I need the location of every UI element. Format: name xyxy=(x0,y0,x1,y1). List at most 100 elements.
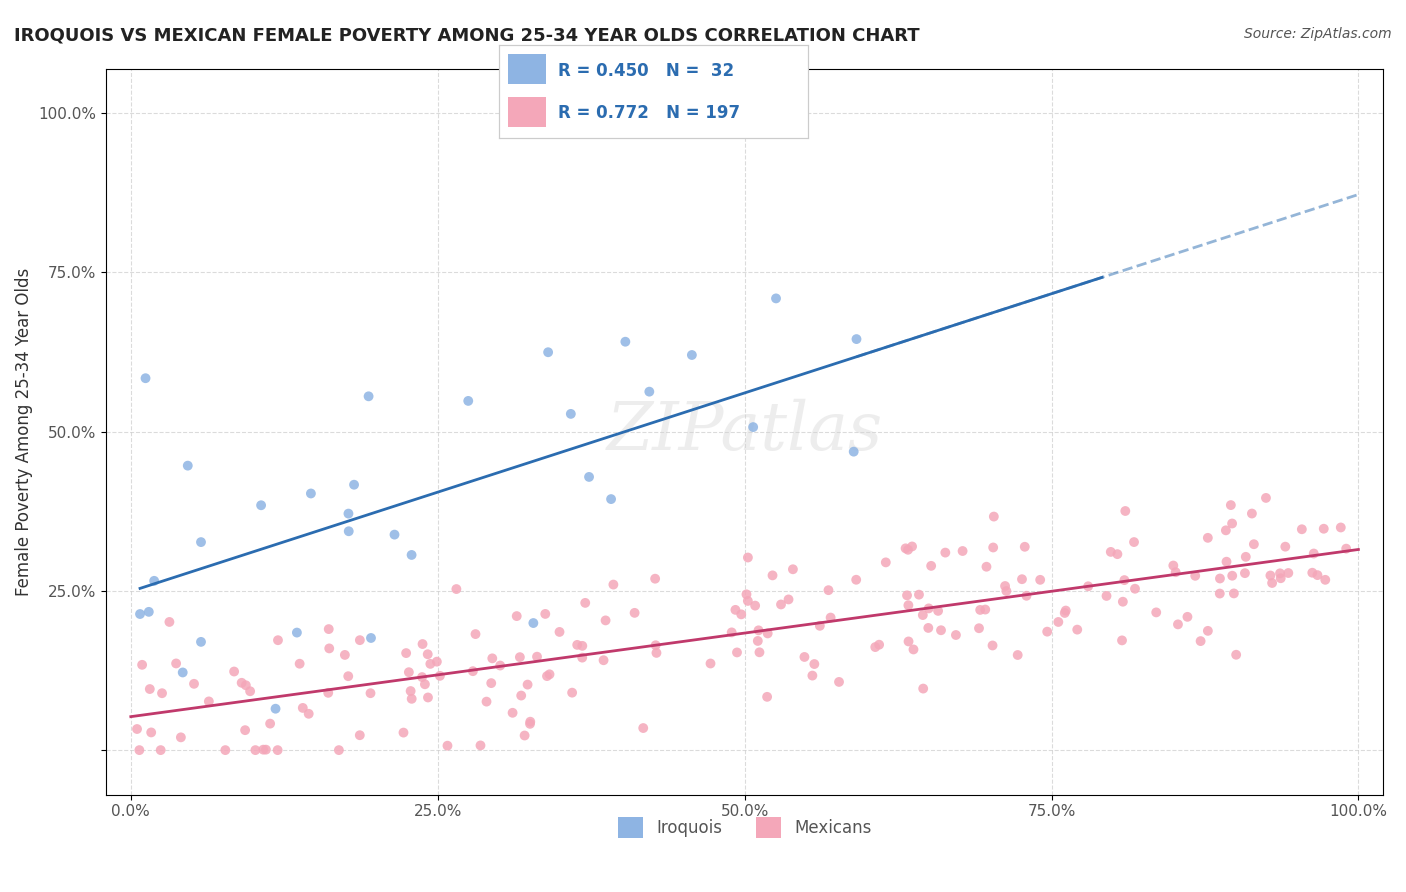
Point xyxy=(139,681,162,696)
Point xyxy=(808,619,831,633)
Point xyxy=(645,646,668,660)
Point xyxy=(177,458,200,473)
Point xyxy=(820,610,842,624)
Point xyxy=(412,637,434,651)
Point xyxy=(1029,573,1052,587)
Bar xyxy=(509,54,546,84)
Point xyxy=(801,668,824,682)
Point xyxy=(817,583,839,598)
Point xyxy=(398,665,420,680)
Point xyxy=(845,573,868,587)
Point xyxy=(737,550,759,565)
Point xyxy=(522,615,544,630)
Point xyxy=(509,650,531,665)
Point xyxy=(457,393,479,408)
Point xyxy=(1177,610,1199,624)
Point xyxy=(349,728,371,742)
Point xyxy=(399,684,422,698)
Point xyxy=(143,574,166,588)
Point xyxy=(793,650,815,665)
Point xyxy=(803,657,825,671)
Point xyxy=(638,384,661,399)
Point xyxy=(945,628,967,642)
Point xyxy=(1209,586,1232,600)
Point xyxy=(291,701,314,715)
Point xyxy=(929,624,952,638)
Point xyxy=(1123,535,1146,549)
Point xyxy=(1014,540,1036,554)
Point xyxy=(730,607,752,622)
Point xyxy=(574,596,596,610)
Point xyxy=(1112,595,1135,609)
Point xyxy=(1047,615,1070,629)
Point xyxy=(318,641,340,656)
Point xyxy=(1167,617,1189,632)
Text: Source: ZipAtlas.com: Source: ZipAtlas.com xyxy=(1244,27,1392,41)
Point xyxy=(578,470,600,484)
Point xyxy=(416,690,439,705)
Point xyxy=(135,371,157,385)
Point xyxy=(395,646,418,660)
Point xyxy=(519,716,541,731)
Point xyxy=(224,665,246,679)
Point xyxy=(1215,524,1237,538)
Point xyxy=(1144,606,1167,620)
Point xyxy=(614,334,637,349)
Point xyxy=(969,603,991,617)
Point xyxy=(172,665,194,680)
Point xyxy=(411,670,433,684)
Point xyxy=(470,739,492,753)
Point xyxy=(1261,576,1284,591)
Point xyxy=(918,601,941,615)
Point xyxy=(235,678,257,692)
Point xyxy=(1197,624,1219,638)
Bar xyxy=(509,97,546,127)
Point xyxy=(981,541,1004,555)
Point xyxy=(537,345,560,359)
Point xyxy=(1260,568,1282,582)
Point xyxy=(681,348,703,362)
Point xyxy=(1220,568,1243,582)
Point xyxy=(231,675,253,690)
Point xyxy=(1243,537,1265,551)
Point xyxy=(479,676,502,690)
Point xyxy=(761,568,783,582)
Point xyxy=(1240,507,1263,521)
Point xyxy=(868,638,890,652)
Point xyxy=(748,624,770,638)
Point xyxy=(1015,589,1038,603)
Point xyxy=(1107,547,1129,561)
Point xyxy=(1277,566,1299,580)
Point xyxy=(1184,569,1206,583)
Point xyxy=(983,509,1005,524)
Point xyxy=(699,657,721,671)
Point xyxy=(254,742,277,756)
Point xyxy=(875,555,897,569)
Point xyxy=(903,642,925,657)
Point xyxy=(1306,568,1329,582)
Point xyxy=(337,507,360,521)
Point xyxy=(896,588,918,602)
Point xyxy=(266,743,288,757)
Point xyxy=(1123,582,1146,596)
Point xyxy=(571,650,593,665)
Point xyxy=(298,706,321,721)
Point xyxy=(1301,566,1323,580)
Point xyxy=(510,689,533,703)
Point xyxy=(426,655,449,669)
Point xyxy=(1334,541,1357,556)
Point xyxy=(128,743,150,757)
Point xyxy=(343,477,366,491)
Point xyxy=(1302,547,1324,561)
Point xyxy=(328,743,350,757)
Point xyxy=(725,645,748,659)
Point xyxy=(436,739,458,753)
Point xyxy=(742,420,765,434)
Point xyxy=(1054,603,1077,617)
Point xyxy=(1011,572,1033,586)
Point xyxy=(413,677,436,691)
Point xyxy=(756,626,779,640)
Point xyxy=(1095,589,1118,603)
Point xyxy=(475,695,498,709)
Point xyxy=(1254,491,1277,505)
